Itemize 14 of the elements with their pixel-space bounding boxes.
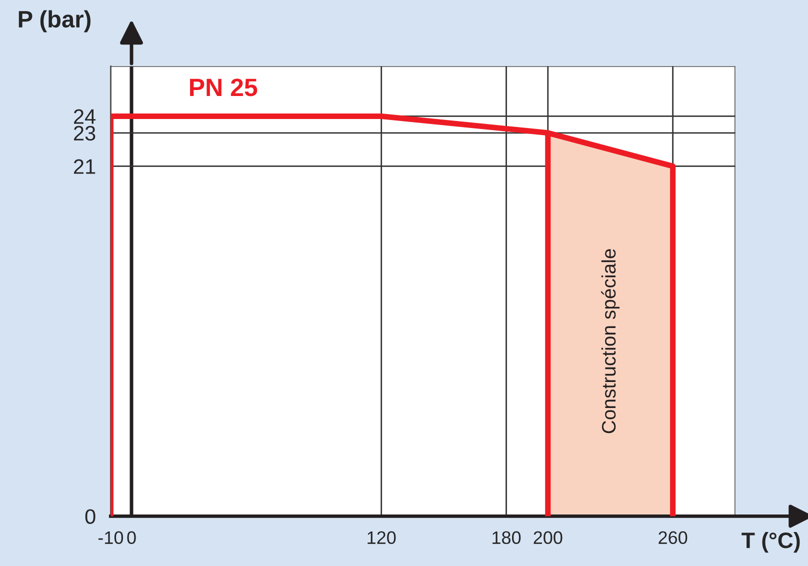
x-tick-label: 120 bbox=[368, 531, 396, 544]
series-label: PN 25 bbox=[190, 78, 258, 96]
x-tick-label: 260 bbox=[658, 531, 688, 544]
y-tick-label: 24 bbox=[74, 109, 96, 124]
y-tick-label: 0 bbox=[85, 509, 96, 524]
y-axis-title: P (bar) bbox=[18, 10, 90, 32]
x-axis-title: T (°C) bbox=[742, 532, 800, 553]
y-tick-label: 23 bbox=[74, 126, 96, 141]
annotation: Construction spéciale bbox=[601, 249, 620, 434]
y-tick-label: 21 bbox=[74, 159, 96, 174]
x-tick-label: 200 bbox=[534, 531, 562, 544]
x-tick-label: 0 bbox=[127, 531, 136, 544]
x-tick-label: -10 bbox=[98, 531, 124, 544]
x-tick-label: 180 bbox=[492, 531, 521, 544]
